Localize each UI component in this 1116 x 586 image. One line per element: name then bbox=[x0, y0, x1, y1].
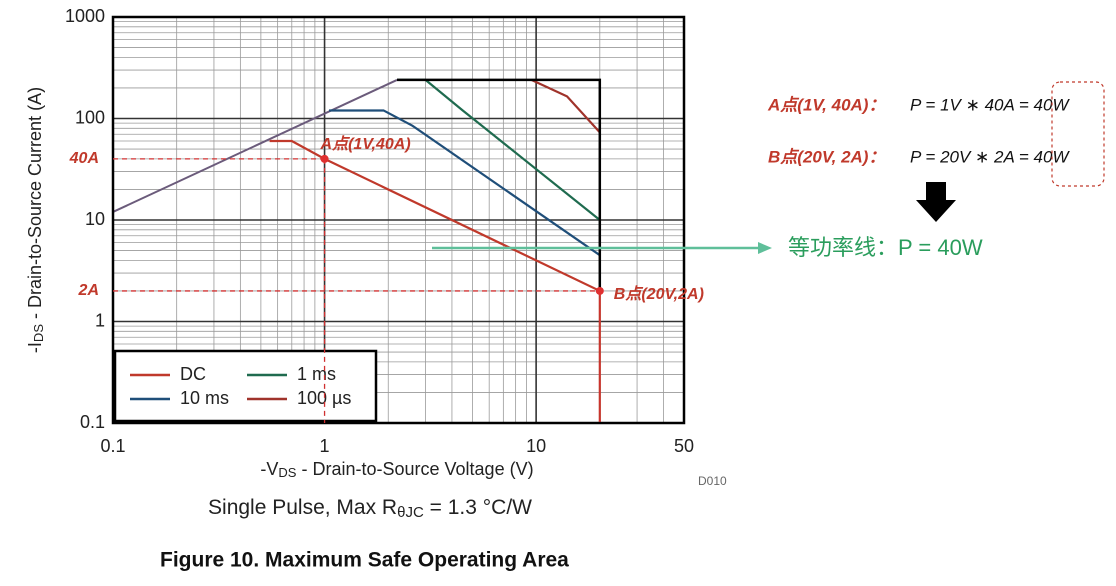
point-label: B点(20V,2A) bbox=[614, 285, 704, 303]
x-label-rest: - Drain-to-Source Voltage (V) bbox=[296, 459, 533, 479]
note-prefix: Single Pulse, Max R bbox=[208, 496, 397, 519]
point-label: A点(1V,40A) bbox=[320, 135, 411, 153]
down-arrow bbox=[916, 182, 956, 222]
formula: P = 1V ∗ 40A = 40W bbox=[910, 95, 1070, 114]
y-tick-label: 0.1 bbox=[80, 412, 105, 432]
x-label-sub: DS bbox=[278, 465, 296, 480]
limit-line bbox=[112, 79, 398, 213]
x-tick-label: 0.1 bbox=[100, 436, 125, 456]
y-label-rest: - Drain-to-Source Current (A) bbox=[25, 87, 45, 324]
plot-frame bbox=[111, 15, 686, 425]
y-tick-label: 10 bbox=[85, 209, 105, 229]
formula-point: A点(1V, 40A)： bbox=[767, 95, 885, 114]
legend-label: 1 ms bbox=[297, 364, 336, 384]
boundary-line bbox=[397, 78, 602, 291]
series-line bbox=[530, 78, 601, 134]
y-tick-label: 1 bbox=[95, 310, 105, 330]
annotations: A点(1V,40A) 40A B点(20V,2A) 2A bbox=[69, 135, 704, 423]
pointer-head bbox=[758, 242, 772, 254]
y-tick-label: 1000 bbox=[65, 6, 105, 26]
point-axis-label: 2A bbox=[78, 282, 99, 299]
figure-code: D010 bbox=[698, 474, 727, 488]
note: Single Pulse, Max RθJC = 1.3 °C/W bbox=[208, 496, 532, 521]
legend-label: 10 ms bbox=[180, 388, 229, 408]
legend-label: DC bbox=[180, 364, 206, 384]
note-sub: θJC bbox=[397, 504, 424, 521]
power-line-note: 等功率线：P = 40W bbox=[788, 235, 983, 260]
y-label-prefix: -I bbox=[25, 342, 45, 353]
y-label-sub: DS bbox=[31, 324, 46, 342]
x-axis-label: -VDS - Drain-to-Source Voltage (V) bbox=[260, 459, 533, 481]
point-marker bbox=[320, 154, 329, 163]
series-line bbox=[329, 109, 601, 257]
legend-box bbox=[113, 349, 378, 423]
point-marker bbox=[595, 286, 604, 295]
formula: P = 20V ∗ 2A = 40W bbox=[910, 147, 1070, 166]
point-axis-label: 40A bbox=[69, 150, 99, 167]
y-axis-label: -IDS - Drain-to-Source Current (A) bbox=[25, 87, 47, 353]
highlight-box bbox=[1051, 81, 1105, 187]
x-label-prefix: -V bbox=[260, 459, 278, 479]
caption: Figure 10. Maximum Safe Operating Area bbox=[160, 549, 569, 572]
x-tick-label: 50 bbox=[674, 436, 694, 456]
x-tick-label: 1 bbox=[320, 436, 330, 456]
y-tick-label: 100 bbox=[75, 107, 105, 127]
note-rest: = 1.3 °C/W bbox=[424, 496, 532, 519]
x-tick-label: 10 bbox=[526, 436, 546, 456]
formula-point: B点(20V, 2A)： bbox=[768, 147, 885, 166]
